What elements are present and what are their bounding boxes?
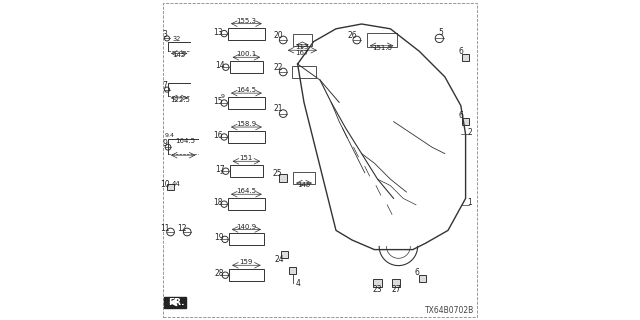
- Text: 10: 10: [160, 180, 170, 188]
- Text: 6: 6: [415, 268, 420, 277]
- Text: 159: 159: [240, 260, 253, 265]
- Bar: [367, 33, 397, 47]
- Bar: [292, 66, 316, 78]
- Text: 27: 27: [391, 285, 401, 294]
- Text: 18: 18: [214, 198, 223, 207]
- Bar: [228, 97, 265, 109]
- Bar: [392, 279, 401, 287]
- Text: 6: 6: [458, 111, 463, 120]
- Text: 14: 14: [215, 61, 225, 70]
- Text: 155.3: 155.3: [236, 18, 257, 24]
- Text: 17: 17: [215, 165, 225, 174]
- Bar: [228, 28, 265, 40]
- Text: 122.5: 122.5: [170, 97, 190, 103]
- Text: 12: 12: [177, 224, 186, 233]
- Text: 32: 32: [172, 36, 181, 42]
- Text: 151.5: 151.5: [372, 45, 392, 51]
- Text: FR.: FR.: [168, 298, 184, 307]
- Text: 9.4: 9.4: [164, 133, 175, 138]
- Bar: [293, 172, 315, 184]
- Text: 16: 16: [214, 131, 223, 140]
- Text: 19: 19: [214, 233, 224, 242]
- Text: 9: 9: [163, 139, 168, 148]
- Bar: [374, 279, 381, 287]
- Text: 164.5: 164.5: [175, 139, 196, 144]
- Text: 145: 145: [173, 52, 186, 58]
- Bar: [230, 61, 263, 73]
- Bar: [279, 174, 287, 182]
- Text: 2: 2: [220, 170, 223, 175]
- Bar: [164, 297, 186, 308]
- Bar: [282, 251, 288, 258]
- Text: 15: 15: [214, 97, 223, 106]
- Text: 167: 167: [296, 50, 309, 56]
- Text: 3: 3: [163, 30, 168, 39]
- Bar: [168, 184, 174, 190]
- Text: 145: 145: [298, 182, 310, 188]
- Bar: [229, 233, 264, 245]
- Text: 4: 4: [295, 279, 300, 288]
- Bar: [462, 118, 469, 125]
- Bar: [419, 275, 426, 282]
- Text: 158.9: 158.9: [236, 121, 257, 127]
- Text: 9: 9: [221, 93, 225, 99]
- Text: 2: 2: [467, 128, 472, 137]
- Bar: [293, 35, 312, 46]
- Text: 13: 13: [214, 28, 223, 36]
- Text: 21: 21: [274, 104, 283, 113]
- Text: 20: 20: [273, 31, 284, 40]
- Text: 28: 28: [215, 269, 224, 278]
- Text: 22: 22: [274, 63, 283, 72]
- Text: 164.5: 164.5: [236, 188, 257, 194]
- Text: 44: 44: [172, 181, 180, 187]
- Bar: [289, 267, 296, 274]
- Text: 25: 25: [272, 169, 282, 178]
- Text: 151: 151: [240, 156, 253, 161]
- Text: 11: 11: [161, 224, 170, 233]
- Text: 6: 6: [458, 47, 463, 56]
- Text: 164.5: 164.5: [236, 87, 257, 93]
- Bar: [228, 198, 265, 210]
- Text: 24: 24: [274, 255, 284, 264]
- Bar: [462, 54, 469, 61]
- Text: 23: 23: [372, 285, 383, 294]
- Text: TX64B0702B: TX64B0702B: [425, 306, 474, 315]
- Text: 26: 26: [347, 31, 357, 40]
- Bar: [228, 131, 265, 143]
- Bar: [229, 269, 264, 281]
- Text: 100.1: 100.1: [236, 52, 257, 57]
- Bar: [230, 165, 263, 177]
- Text: 113: 113: [296, 44, 309, 50]
- Text: 140.9: 140.9: [236, 224, 257, 229]
- Text: 7: 7: [163, 81, 168, 90]
- Text: 5: 5: [438, 28, 444, 37]
- Text: 1: 1: [467, 198, 472, 207]
